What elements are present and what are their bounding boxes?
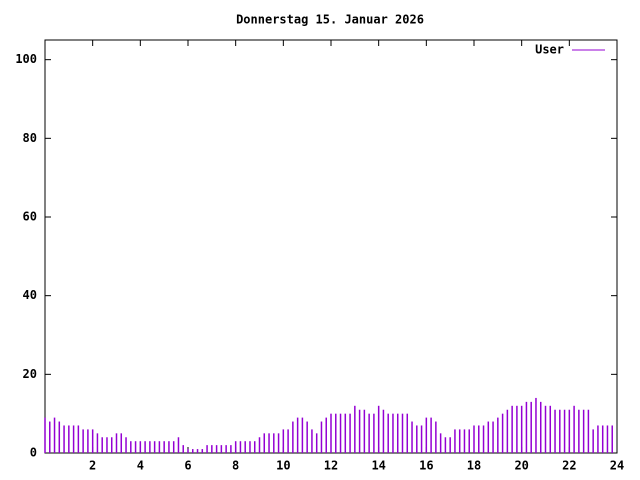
x-tick-label: 20 <box>514 459 528 473</box>
x-tick-label: 12 <box>324 459 338 473</box>
chart-title: Donnerstag 15. Januar 2026 <box>236 13 424 27</box>
x-tick-label: 24 <box>610 459 624 473</box>
y-tick-label: 100 <box>15 52 37 66</box>
y-tick-label: 40 <box>23 288 37 302</box>
y-tick-label: 0 <box>30 446 37 460</box>
x-tick-label: 10 <box>276 459 290 473</box>
x-tick-label: 2 <box>89 459 96 473</box>
y-tick-label: 60 <box>23 210 37 224</box>
x-tick-label: 8 <box>232 459 239 473</box>
x-tick-label: 18 <box>467 459 481 473</box>
x-tick-label: 4 <box>137 459 144 473</box>
x-tick-label: 14 <box>371 459 385 473</box>
x-tick-label: 16 <box>419 459 433 473</box>
x-tick-label: 6 <box>184 459 191 473</box>
y-tick-label: 20 <box>23 367 37 381</box>
y-tick-label: 80 <box>23 131 37 145</box>
x-tick-label: 22 <box>562 459 576 473</box>
legend-label: User <box>535 43 564 57</box>
